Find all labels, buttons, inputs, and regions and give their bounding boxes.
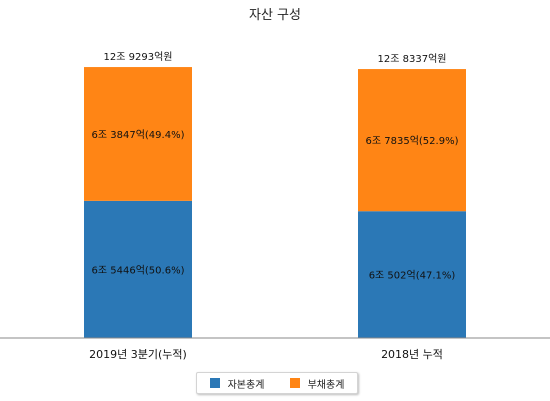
total-label-2019-q3: 12조 9293억원 (104, 51, 173, 63)
chart-title: 자산 구성 (249, 8, 301, 23)
data-label-equity-2018: 6조 502억(47.1%) (369, 270, 456, 282)
legend-label-liabilities: 부채총계 (307, 379, 345, 391)
legend-item-equity[interactable]: 자본총계 (209, 376, 265, 391)
legend-item-liabilities[interactable]: 부채총계 (289, 376, 345, 391)
bar-liabilities-2019-q3[interactable] (84, 67, 192, 201)
legend: 자본총계 부채총계 (196, 372, 358, 394)
legend-label-equity: 자본총계 (227, 379, 265, 391)
x-tick-label-2018: 2018년 누적 (381, 348, 443, 361)
data-label-equity-2019-q3: 6조 5446억(50.6%) (92, 264, 185, 276)
total-label-2018: 12조 8337억원 (378, 53, 447, 65)
bar-liabilities-2018[interactable] (358, 69, 466, 212)
data-label-liabilities-2019-q3: 6조 3847억(49.4%) (92, 129, 185, 141)
bar-equity-2018[interactable] (358, 211, 466, 338)
x-tick-label-2019-q3: 2019년 3분기(누적) (89, 348, 187, 361)
data-label-liabilities-2018: 6조 7835억(52.9%) (366, 135, 459, 147)
legend-swatch-equity (209, 378, 220, 388)
legend-swatch-liabilities (289, 378, 300, 388)
bar-equity-2019-q3[interactable] (84, 200, 192, 338)
